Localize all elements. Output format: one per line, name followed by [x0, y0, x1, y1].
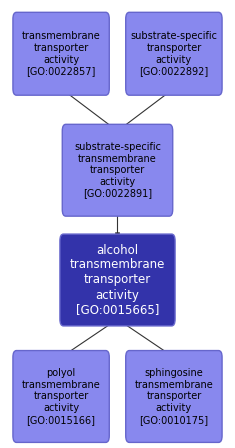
FancyBboxPatch shape — [60, 234, 175, 326]
FancyBboxPatch shape — [62, 125, 173, 216]
Text: transmembrane
transporter
activity
[GO:0022857]: transmembrane transporter activity [GO:0… — [22, 31, 101, 76]
Text: alcohol
transmembrane
transporter
activity
[GO:0015665]: alcohol transmembrane transporter activi… — [70, 244, 165, 316]
FancyBboxPatch shape — [126, 13, 222, 95]
Text: sphingosine
transmembrane
transporter
activity
[GO:0010175]: sphingosine transmembrane transporter ac… — [134, 368, 213, 425]
FancyBboxPatch shape — [13, 350, 109, 442]
FancyBboxPatch shape — [126, 350, 222, 442]
Text: substrate-specific
transporter
activity
[GO:0022892]: substrate-specific transporter activity … — [130, 31, 217, 76]
FancyBboxPatch shape — [13, 13, 109, 95]
Text: substrate-specific
transmembrane
transporter
activity
[GO:0022891]: substrate-specific transmembrane transpo… — [74, 142, 161, 198]
Text: polyol
transmembrane
transporter
activity
[GO:0015166]: polyol transmembrane transporter activit… — [22, 368, 101, 425]
